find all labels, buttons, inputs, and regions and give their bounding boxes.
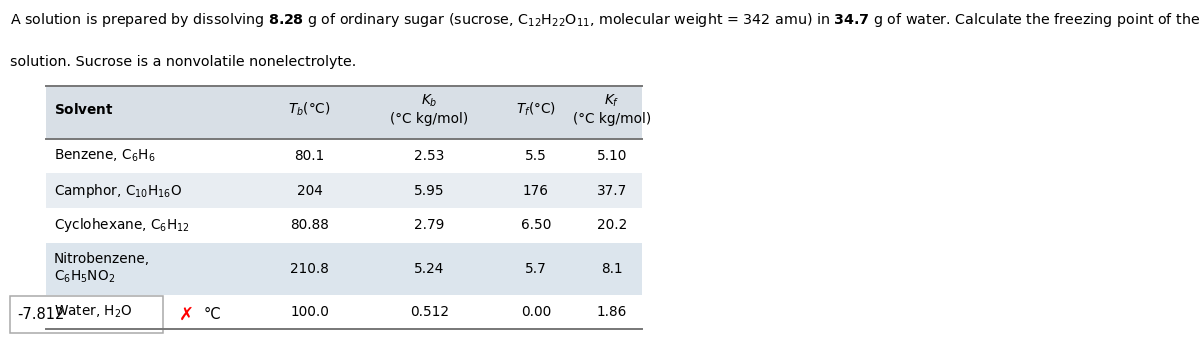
Text: -7.812: -7.812 — [17, 307, 64, 322]
Text: 20.2: 20.2 — [596, 218, 628, 232]
Text: solution. Sucrose is a nonvolatile nonelectrolyte.: solution. Sucrose is a nonvolatile nonel… — [10, 55, 356, 69]
Text: 6.50: 6.50 — [521, 218, 551, 232]
Bar — [46, 243, 642, 295]
Text: Water, H$_2$O: Water, H$_2$O — [54, 304, 132, 320]
Bar — [46, 173, 642, 208]
Bar — [46, 208, 642, 243]
Text: $K_b$
(°C kg/mol): $K_b$ (°C kg/mol) — [390, 92, 469, 126]
Text: 37.7: 37.7 — [596, 184, 628, 198]
Text: 100.0: 100.0 — [290, 305, 329, 319]
Text: 5.24: 5.24 — [414, 262, 445, 276]
Text: $K_f$
(°C kg/mol): $K_f$ (°C kg/mol) — [572, 92, 652, 126]
FancyBboxPatch shape — [10, 296, 163, 333]
Text: 210.8: 210.8 — [290, 262, 329, 276]
Text: Nitrobenzene,
C$_6$H$_5$NO$_2$: Nitrobenzene, C$_6$H$_5$NO$_2$ — [54, 252, 150, 285]
Text: $\mathbf{Solvent}$: $\mathbf{Solvent}$ — [54, 102, 114, 116]
Text: 0.512: 0.512 — [410, 305, 449, 319]
Text: 5.5: 5.5 — [524, 149, 547, 163]
Bar — [46, 86, 642, 139]
Text: 80.1: 80.1 — [294, 149, 325, 163]
Text: 5.95: 5.95 — [414, 184, 445, 198]
Text: 204: 204 — [296, 184, 323, 198]
Text: 5.7: 5.7 — [524, 262, 547, 276]
Text: 8.1: 8.1 — [601, 262, 623, 276]
Text: $T_f$(°C): $T_f$(°C) — [516, 100, 556, 118]
Text: Cyclohexane, C$_6$H$_{12}$: Cyclohexane, C$_6$H$_{12}$ — [54, 216, 190, 234]
Bar — [46, 295, 642, 329]
Text: °C: °C — [204, 307, 222, 322]
Text: Camphor, C$_{10}$H$_{16}$O: Camphor, C$_{10}$H$_{16}$O — [54, 182, 182, 199]
Text: $T_b$(°C): $T_b$(°C) — [288, 100, 331, 118]
Text: Benzene, C$_6$H$_6$: Benzene, C$_6$H$_6$ — [54, 148, 156, 164]
Text: 2.79: 2.79 — [414, 218, 445, 232]
Text: 176: 176 — [523, 184, 548, 198]
Text: 0.00: 0.00 — [521, 305, 551, 319]
Text: 2.53: 2.53 — [414, 149, 445, 163]
Text: A solution is prepared by dissolving $\mathbf{8.28}$ g of ordinary sugar (sucros: A solution is prepared by dissolving $\m… — [10, 11, 1200, 29]
Bar — [46, 139, 642, 173]
Text: ✗: ✗ — [179, 305, 194, 323]
Text: 80.88: 80.88 — [290, 218, 329, 232]
Text: 5.10: 5.10 — [596, 149, 628, 163]
Text: 1.86: 1.86 — [596, 305, 628, 319]
